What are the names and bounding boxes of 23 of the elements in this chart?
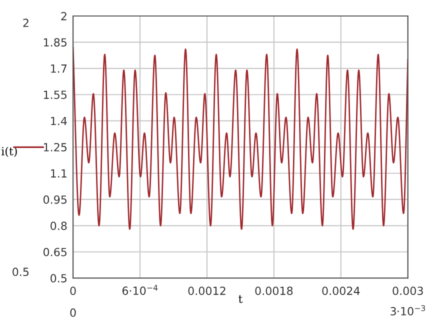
y-tick-label: 1.4 (51, 116, 67, 126)
y-tick-label: 0.95 (43, 195, 67, 204)
y-tick-label: 1.85 (44, 38, 67, 47)
y-tick-label: 1.7 (51, 64, 67, 73)
x-tick-label: 0.0012 (188, 286, 226, 296)
text: 0.5 (12, 268, 29, 276)
y-tick-label: 1.55 (44, 90, 67, 100)
y-tick-label: 0.5 (50, 274, 67, 282)
x-tick-label: 0.0018 (255, 286, 293, 296)
x-tick-label: 0.003 (392, 286, 423, 296)
x-tick-label: 6·10$^{−4}$ (122, 284, 158, 295)
x-tick-label: 0 (70, 286, 76, 296)
y-tick-label: 1.25 (44, 143, 67, 152)
x-axis-title: t (238, 295, 243, 303)
x-tick-label: 0.0024 (322, 286, 360, 296)
y-tick-label: 1.1 (51, 169, 66, 178)
y-tick-label: 0.65 (43, 248, 67, 256)
y-tick-label: 2 (61, 12, 66, 20)
y-tick-label: 0.8 (50, 222, 67, 230)
text: 3·10$^{−3}$ (390, 305, 426, 316)
y-axis-title: i(t) (1, 146, 17, 157)
text: 0 (70, 308, 76, 317)
text: 2 (23, 18, 28, 27)
